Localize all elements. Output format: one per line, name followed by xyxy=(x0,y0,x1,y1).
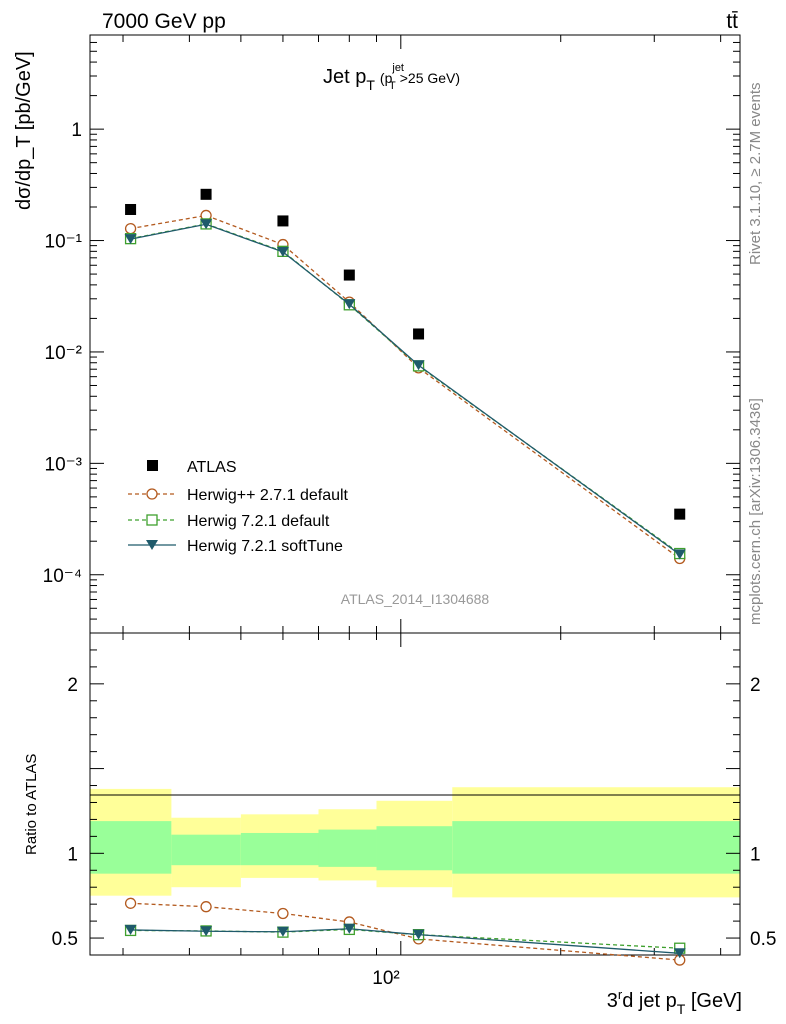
softtune-point xyxy=(673,549,686,560)
ratio-band-inner xyxy=(90,821,172,874)
legend-marker-softtune xyxy=(146,540,158,550)
ratio-softtune-line xyxy=(130,928,680,954)
analysis-label: ATLAS_2014_I1304688 xyxy=(341,591,490,607)
legend-marker-herwig721 xyxy=(146,514,158,526)
ratio-band-inner xyxy=(318,829,377,867)
herwigpp-point xyxy=(124,222,137,235)
atlas-point xyxy=(125,203,137,215)
legend-label-softtune: Herwig 7.2.1 softTune xyxy=(187,538,343,555)
ratio-band-inner xyxy=(376,826,453,871)
y-tick-label: 10⁻³ xyxy=(45,454,83,475)
ratio-y-tick-label: 1 xyxy=(67,844,78,865)
ratio-herwigpp-point xyxy=(124,897,137,909)
ratio-softtune-point xyxy=(673,948,686,959)
softtune-line xyxy=(130,223,681,556)
ratio-y-tick-label: 2 xyxy=(67,675,78,696)
herwigpp-line xyxy=(130,214,681,559)
rivet-version-label: Rivet 3.1.10, ≥ 2.7M events xyxy=(747,83,764,266)
ratio-softtune-point xyxy=(200,926,213,937)
legend: ATLAS Herwig++ 2.7.1 default Herwig 7.2.… xyxy=(128,459,349,555)
ratio-uncertainty-bands xyxy=(90,787,740,898)
legend-label-atlas: ATLAS xyxy=(187,459,237,476)
ratio-band-inner xyxy=(171,834,241,866)
y-tick-label: 1 xyxy=(71,120,82,141)
atlas-point xyxy=(413,328,425,340)
x-axis-label: 3rd jet pT [GeV] xyxy=(607,987,742,1017)
ratio-panel-frame xyxy=(89,632,741,956)
softtune-point xyxy=(124,234,137,245)
atlas-point xyxy=(343,269,355,281)
ratio-softtune-point xyxy=(412,929,425,940)
ratio-softtune-point xyxy=(124,924,137,935)
ratio-y-axis-label: Ratio to ATLAS xyxy=(23,754,40,855)
mcplots-label: mcplots.cern.ch [arXiv:1306.3436] xyxy=(747,398,764,625)
ratio-softtune-point xyxy=(276,926,289,937)
main-plot-title: Jet pT (pjet T >25 GeV) xyxy=(323,62,460,93)
atlas-point xyxy=(674,508,686,520)
ratio-y-tick-labels: 0.5 0.5 1 1 2 2 xyxy=(52,675,777,950)
energy-label: 7000 GeV pp xyxy=(102,10,226,33)
legend-marker-atlas xyxy=(147,460,158,471)
main-y-tick-labels: 10⁻⁴ 10⁻³ 10⁻² 10⁻¹ 1 xyxy=(43,120,82,587)
main-series-layer xyxy=(124,188,686,565)
main-y-axis-label: dσ/dp_T [pb/GeV] xyxy=(13,51,35,210)
ratio-band-inner xyxy=(452,821,740,874)
legend-label-herwigpp: Herwig++ 2.7.1 default xyxy=(187,487,349,504)
ratio-herwigpp-point xyxy=(200,901,212,913)
softtune-point xyxy=(200,219,213,230)
atlas-point xyxy=(200,188,212,200)
herwig721-line xyxy=(130,223,681,555)
ratio-y-tick-label: 2 xyxy=(750,675,761,696)
softtune-point xyxy=(343,299,356,310)
ratio-softtune-point xyxy=(343,923,356,934)
ratio-series-layer xyxy=(124,897,686,966)
y-tick-label: 10⁻² xyxy=(45,343,83,364)
ratio-band-inner xyxy=(240,832,319,866)
ratio-y-tick-label: 0.5 xyxy=(52,929,78,950)
ratio-herwig721-line xyxy=(130,928,680,949)
x-tick-label-100: 10² xyxy=(372,968,399,989)
ratio-panel-ticks xyxy=(90,633,740,955)
y-tick-label: 10⁻⁴ xyxy=(43,566,82,587)
main-panel-ticks xyxy=(90,34,740,634)
atlas-point xyxy=(277,215,289,227)
process-label: tt̄ xyxy=(726,10,738,33)
ratio-y-tick-label: 1 xyxy=(750,844,761,865)
legend-label-herwig721: Herwig 7.2.1 default xyxy=(187,513,330,530)
legend-marker-herwigpp xyxy=(146,488,158,500)
softtune-point xyxy=(412,360,425,371)
ratio-y-tick-label: 0.5 xyxy=(750,929,776,950)
y-tick-label: 10⁻¹ xyxy=(45,232,83,253)
ratio-herwigpp-point xyxy=(277,907,289,920)
softtune-point xyxy=(276,246,289,257)
